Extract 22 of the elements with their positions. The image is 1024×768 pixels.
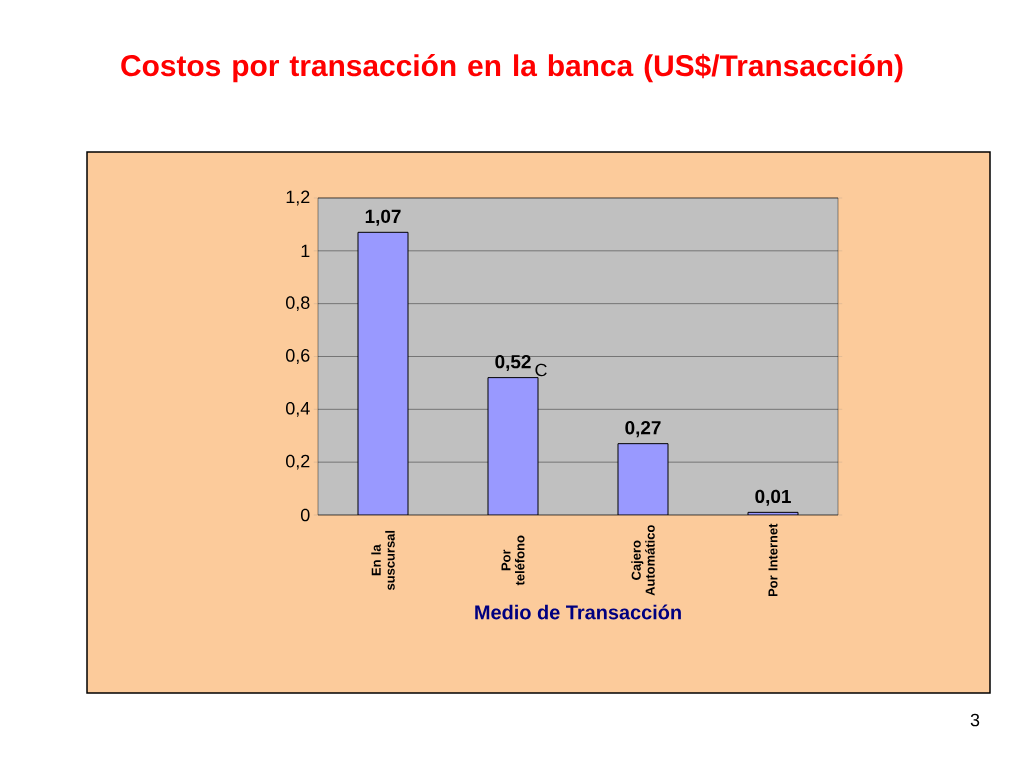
x-tick-label: Por teléfono xyxy=(501,535,525,586)
data-label: 0,52 xyxy=(495,354,531,372)
text: 3 xyxy=(970,713,980,727)
x-tick-label: Cajero Automático xyxy=(631,525,655,596)
x-axis-title: Medio de Transacción xyxy=(475,604,681,620)
y-tick-label: 0,6 xyxy=(286,349,310,364)
bar xyxy=(357,231,409,515)
data-label: 0,01 xyxy=(755,489,791,506)
data-label: 0,27 xyxy=(625,420,661,438)
annotation: C xyxy=(535,363,547,377)
bar xyxy=(617,443,669,515)
chart-title: Costos por transacción en la banca (US$/Transacción) xyxy=(121,53,903,83)
y-tick-label: 1 xyxy=(301,244,310,257)
x-tick-label: Por Internet xyxy=(768,523,778,597)
data-label: 1,07 xyxy=(365,209,401,226)
bar xyxy=(487,377,539,515)
x-tick-label: En la suscursal xyxy=(371,530,395,591)
y-tick-label: 1,2 xyxy=(286,190,310,206)
y-tick-label: 0,4 xyxy=(286,401,310,417)
y-tick-label: 0,8 xyxy=(286,296,310,312)
y-tick-label: 0 xyxy=(300,508,310,522)
y-tick-label: 0,2 xyxy=(286,454,310,470)
